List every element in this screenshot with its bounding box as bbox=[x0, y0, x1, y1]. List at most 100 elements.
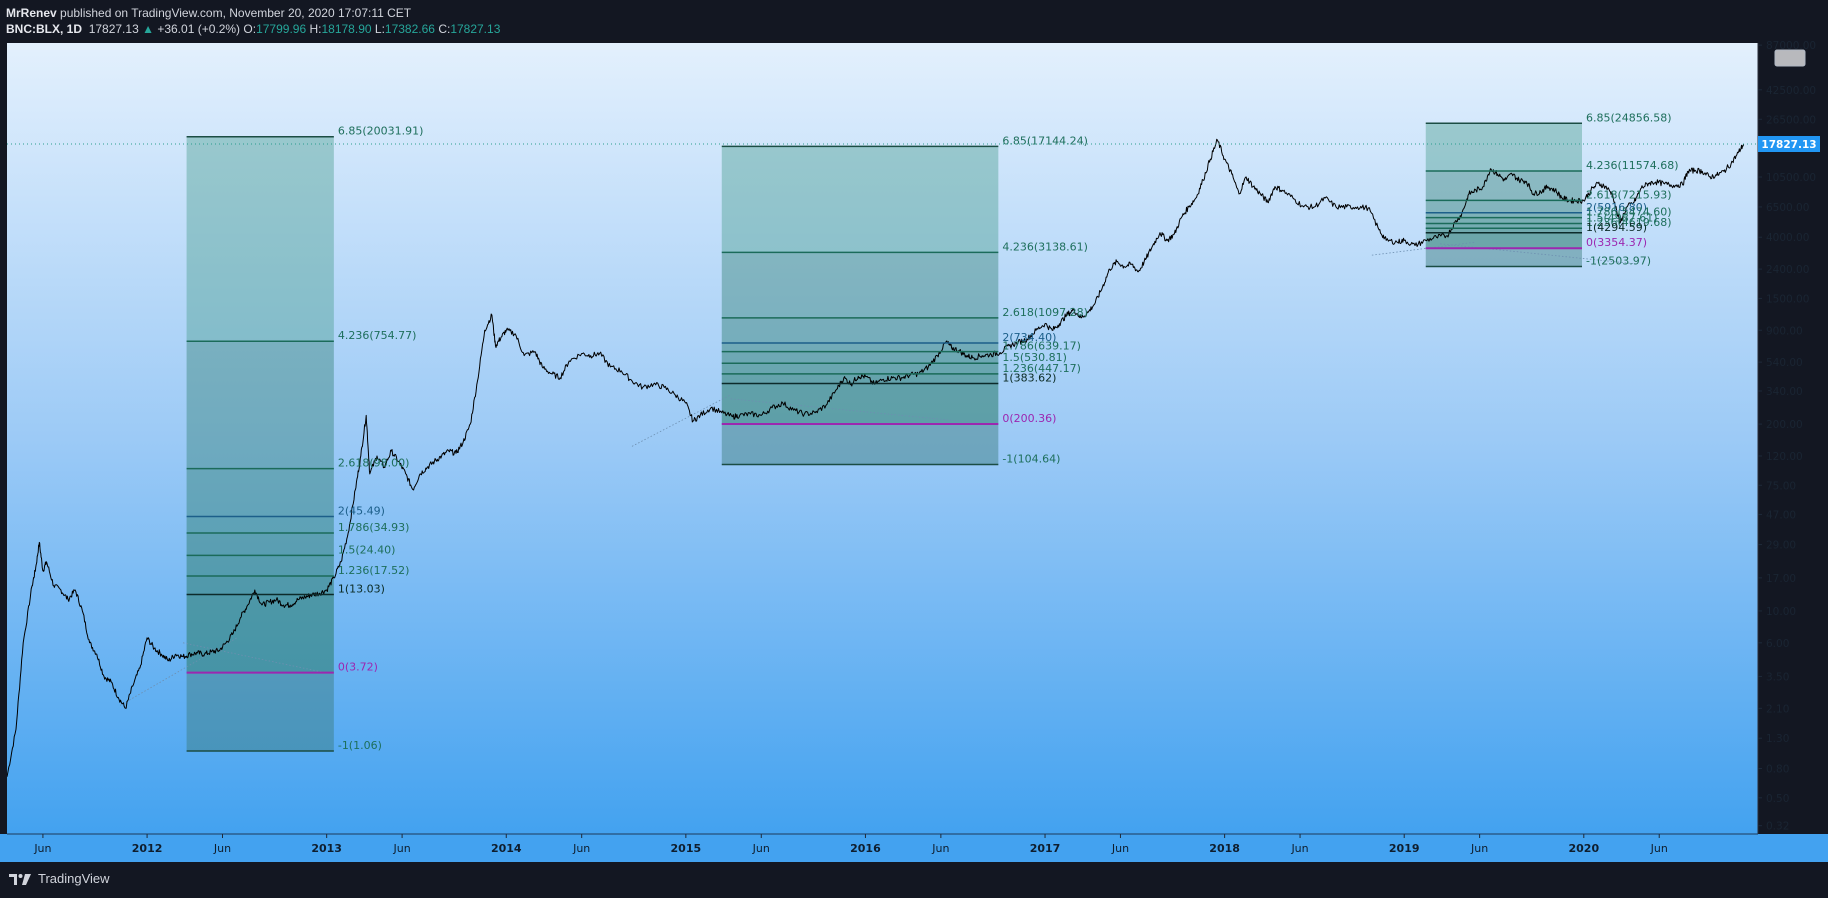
open-label: O: bbox=[243, 22, 257, 36]
footer-bar: TradingView bbox=[0, 862, 1828, 898]
time-axis-label: 2019 bbox=[1389, 842, 1420, 855]
fib-level-label: 0(3354.37) bbox=[1586, 236, 1647, 249]
fib-zone-band bbox=[1425, 232, 1583, 249]
fib-level-label: 1.236(447.17) bbox=[1002, 362, 1081, 375]
price-axis-label: 2.10 bbox=[1766, 703, 1789, 715]
time-axis-label: Jun bbox=[752, 842, 770, 855]
dotted-trend-line bbox=[730, 398, 992, 425]
plot-background[interactable] bbox=[7, 43, 1758, 834]
time-axis-label: Jun bbox=[1111, 842, 1129, 855]
fib-level-label: 1.5(24.40) bbox=[338, 543, 396, 556]
fib-level-label: 2.618(7215.93) bbox=[1586, 188, 1672, 201]
fib-zone-band bbox=[186, 516, 334, 533]
fib-zone-band bbox=[1425, 170, 1583, 201]
low-label: L: bbox=[374, 22, 385, 36]
fib-level-label: 4.236(11574.68) bbox=[1586, 159, 1679, 172]
high-label: H: bbox=[309, 22, 322, 36]
last-price-tag bbox=[1758, 135, 1820, 152]
time-axis-label: 2014 bbox=[491, 842, 522, 855]
fib-zone-band bbox=[186, 555, 334, 576]
price-axis-label: 10500.00 bbox=[1766, 172, 1816, 184]
fib-level-label: 1.786(639.17) bbox=[1002, 340, 1081, 353]
fib-zone-band bbox=[1425, 217, 1583, 224]
scale-settings-icon[interactable] bbox=[1774, 49, 1806, 67]
fib-zone-band bbox=[186, 575, 334, 595]
fib-level-label: 2(45.49) bbox=[338, 504, 385, 517]
last-price: 17827.13 bbox=[88, 22, 139, 36]
up-arrow-icon: ▲ bbox=[142, 22, 154, 36]
published-text: published on TradingView.com, November 2… bbox=[60, 6, 412, 20]
fib-zone-band bbox=[186, 672, 334, 751]
price-axis-label: 6500.00 bbox=[1766, 202, 1809, 214]
fib-zone-band bbox=[721, 146, 999, 253]
fib-level-label: 6.85(24856.58) bbox=[1586, 111, 1672, 124]
price-axis-label: 120.00 bbox=[1766, 451, 1803, 463]
fib-zone-band bbox=[186, 341, 334, 469]
fib-zone-band bbox=[721, 423, 999, 465]
fib-level-label: 2(5916.80) bbox=[1586, 201, 1647, 214]
fib-level-label: 2.618(98.00) bbox=[338, 457, 410, 470]
fib-level-label: 1(13.03) bbox=[338, 582, 385, 595]
publish-line: MrRenev published on TradingView.com, No… bbox=[6, 6, 411, 20]
price-axis-label: 4000.00 bbox=[1766, 232, 1809, 244]
fib-level-label: 1(383.62) bbox=[1002, 371, 1056, 384]
price-axis[interactable]: 87000.00 42500.00 26500.00 10500.00 6500.00 4… bbox=[1757, 40, 1816, 834]
fib-zone-band bbox=[1425, 123, 1583, 171]
fib-level-label: 6.85(17144.24) bbox=[1002, 134, 1088, 147]
price-axis-label: 42500.00 bbox=[1766, 85, 1816, 97]
fib-level-label: 6.85(20031.91) bbox=[338, 125, 424, 138]
time-axis-label: 2017 bbox=[1030, 842, 1061, 855]
close-label: C: bbox=[438, 22, 451, 36]
price-axis-label: 200.00 bbox=[1766, 419, 1803, 431]
price-line-series bbox=[7, 138, 1745, 777]
price-axis-label: 540.00 bbox=[1766, 357, 1803, 369]
fib-zone-band bbox=[1425, 248, 1583, 267]
fib-zone-band bbox=[1425, 223, 1583, 229]
fib-zone-band bbox=[186, 468, 334, 517]
low-value: 17382.66 bbox=[384, 22, 435, 36]
fib-level-label: 1.5(4987.61) bbox=[1586, 211, 1658, 224]
ohlc-legend: BNC:BLX, 1D 17827.13 ▲ +36.01 (+0.2%) O:… bbox=[6, 22, 500, 36]
time-axis-label: Jun bbox=[33, 842, 51, 855]
tradingview-brand[interactable]: TradingView bbox=[8, 871, 110, 886]
fib-level-label: -1(2503.97) bbox=[1586, 254, 1651, 267]
author-name[interactable]: MrRenev bbox=[6, 6, 57, 20]
chart-header: MrRenev published on TradingView.com, No… bbox=[0, 0, 1828, 43]
fib-level-label: 1.5(530.81) bbox=[1002, 351, 1067, 364]
time-axis[interactable]: Jun 2012 Jun 2013 Jun 2014 Jun 2015 Jun 2016 Jun 20… bbox=[0, 833, 1828, 862]
symbol-label[interactable]: BNC:BLX, 1D bbox=[6, 22, 83, 36]
dotted-trend-line bbox=[631, 394, 731, 447]
close-value: 17827.13 bbox=[450, 22, 501, 36]
time-axis-label: 2020 bbox=[1568, 842, 1599, 855]
time-axis-label: 2015 bbox=[671, 842, 702, 855]
fib-zones bbox=[186, 123, 1583, 751]
price-axis-label: 0.80 bbox=[1766, 764, 1789, 776]
time-axis-label: 2012 bbox=[132, 842, 163, 855]
price-axis-label: 3.50 bbox=[1766, 671, 1789, 683]
time-axis-label: 2016 bbox=[850, 842, 881, 855]
fib-zone-band bbox=[1425, 212, 1583, 218]
open-value: 17799.96 bbox=[256, 22, 307, 36]
tradingview-logo-icon bbox=[9, 873, 31, 885]
price-change: +36.01 (+0.2%) bbox=[157, 22, 241, 36]
price-axis-label: 2400.00 bbox=[1766, 264, 1809, 276]
fib-zone-band bbox=[721, 351, 999, 364]
price-axis-label: 0.50 bbox=[1766, 793, 1789, 805]
fib-level-label: 4.236(754.77) bbox=[338, 329, 417, 342]
price-axis-label: 26500.00 bbox=[1766, 114, 1816, 126]
time-axis-label: 2018 bbox=[1209, 842, 1240, 855]
fib-level-label: 2(734.40) bbox=[1002, 331, 1056, 344]
fib-zone-band bbox=[721, 317, 999, 343]
fib-level-label: 1.786(34.93) bbox=[338, 521, 410, 534]
price-axis-label: 1.30 bbox=[1766, 733, 1789, 745]
fib-level-label: -1(1.06) bbox=[338, 739, 382, 752]
price-axis-label: 75.00 bbox=[1766, 480, 1796, 492]
time-axis-label: Jun bbox=[393, 842, 411, 855]
fib-zone-band bbox=[186, 532, 334, 556]
price-axis-label: 10.00 bbox=[1766, 606, 1796, 618]
price-series bbox=[7, 138, 1745, 777]
price-axis-label: 47.00 bbox=[1766, 509, 1796, 521]
brand-text: TradingView bbox=[38, 871, 110, 886]
time-axis-label: Jun bbox=[572, 842, 590, 855]
